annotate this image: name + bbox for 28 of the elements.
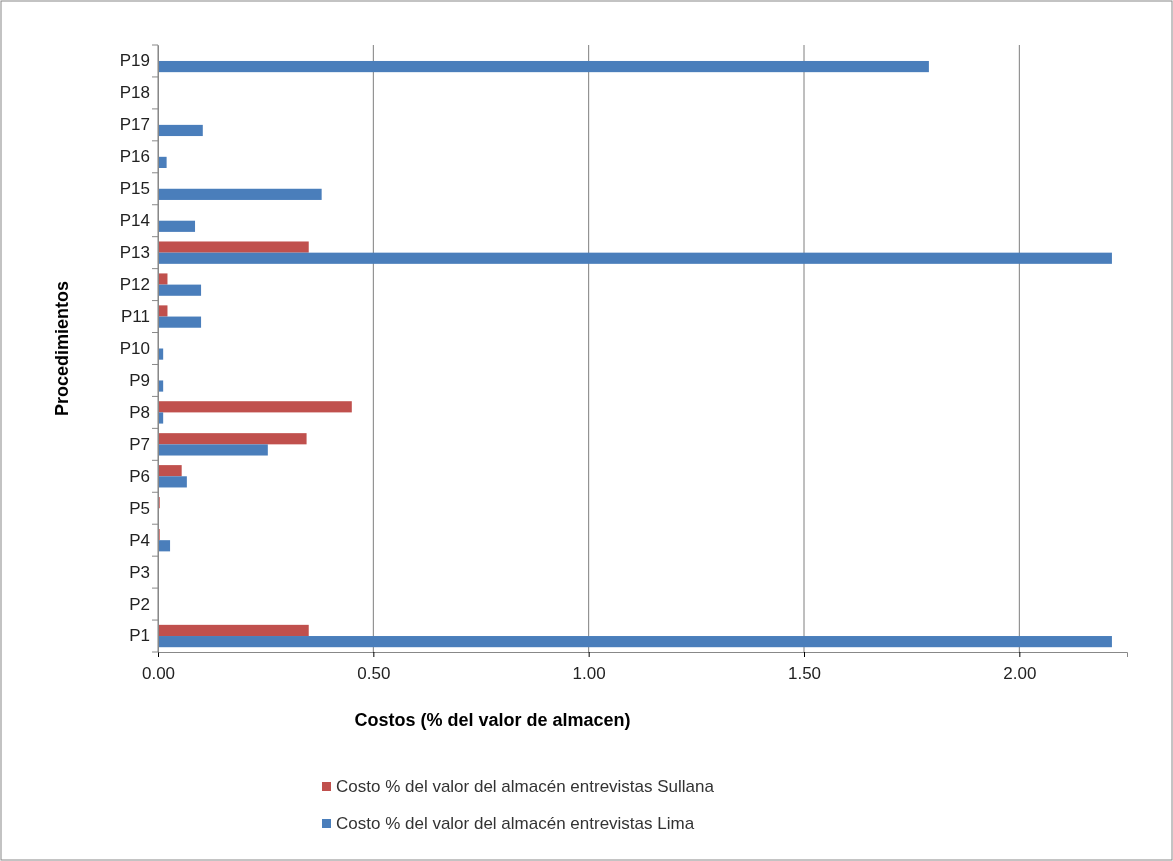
y-tick-label: P4: [129, 530, 150, 550]
x-axis-title: Costos (% del valor de almacen): [354, 710, 631, 730]
y-tick-label: P3: [129, 562, 150, 582]
y-tick-label: P13: [119, 243, 150, 263]
x-tick-label: 2.00: [1003, 663, 1037, 683]
y-tick-label: P14: [119, 211, 150, 231]
y-tick-label: P11: [121, 306, 150, 326]
x-tick-label: 1.50: [787, 663, 822, 683]
y-tick-label: P9: [129, 370, 150, 390]
legend-label: Costo % del valor del almacén entrevistas Lima: [336, 814, 695, 833]
y-tick-label: P19: [119, 51, 150, 71]
y-tick-label: P17: [119, 115, 150, 135]
y-tick-label: P6: [129, 466, 150, 486]
x-tick-label: 0.50: [357, 663, 391, 683]
y-axis-title: Procedimientos: [52, 280, 72, 417]
y-tick-label: P1: [129, 626, 150, 646]
y-tick-label: P18: [119, 83, 150, 103]
y-tick-label: P10: [119, 338, 150, 358]
y-tick-label: P15: [119, 179, 150, 199]
y-tick-label: P2: [129, 594, 150, 614]
x-tick-label: 1.00: [572, 663, 606, 683]
y-tick-label: P8: [129, 402, 150, 422]
y-tick-label: P5: [129, 498, 150, 518]
legend-label: Costo % del valor del almacén entrevistas Sullana: [336, 777, 715, 796]
y-tick-label: P7: [129, 434, 150, 454]
y-tick-label: P16: [119, 147, 150, 167]
x-tick-label: 0.00: [141, 663, 176, 683]
y-tick-label: P12: [119, 275, 150, 295]
